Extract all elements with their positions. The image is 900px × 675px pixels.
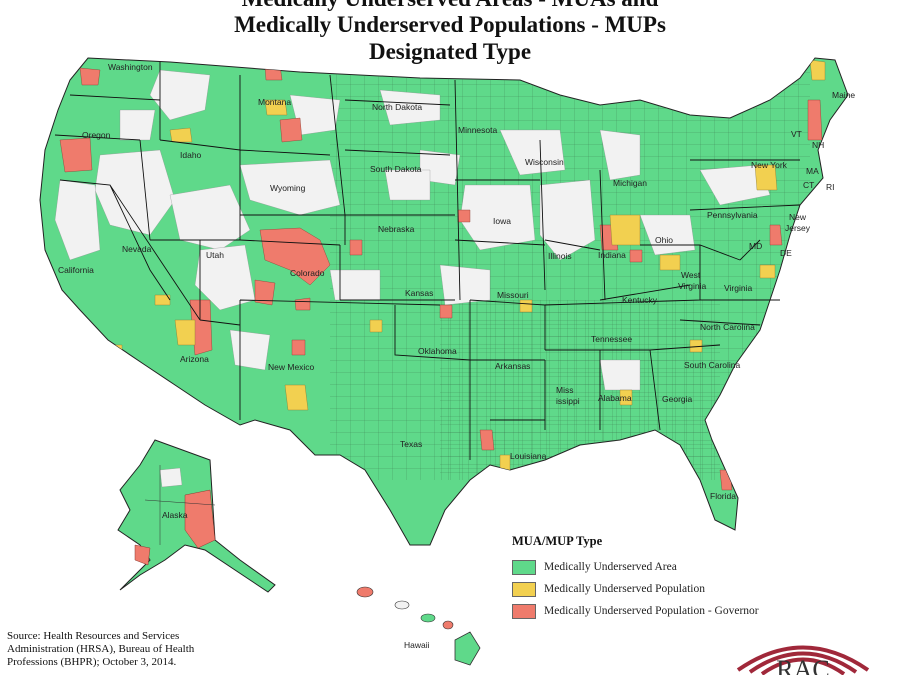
label-nevada: Nevada [122,244,152,254]
label-new-jersey-line-2: Jersey [785,223,811,233]
map-title-line-1: Medically Underserved Areas - MUAs and [0,0,900,12]
label-west-virginia-line-1: West [681,270,701,280]
label-tennessee: Tennessee [591,334,632,344]
label-texas: Texas [400,439,422,449]
label-new-york: New York [751,160,788,170]
label-georgia: Georgia [662,394,693,404]
legend-swatch-mup-governor [512,603,536,619]
rac-logo: RAC [736,645,870,675]
label-nebraska: Nebraska [378,224,415,234]
label-michigan: Michigan [613,178,647,188]
label-north-carolina: North Carolina [700,322,755,332]
logo-text: RAC [776,655,829,675]
label-indiana: Indiana [598,250,626,260]
label-new-hampshire: NH [812,140,824,150]
label-mississippi-line-2: issippi [556,396,580,406]
label-florida: Florida [710,491,736,501]
legend-item-mua: Medically Underserved Area [512,556,759,578]
population-designated-areas [107,59,826,471]
label-wyoming: Wyoming [270,183,306,193]
label-colorado: Colorado [290,268,325,278]
label-washington: Washington [108,62,153,72]
label-louisiana: Louisiana [510,451,547,461]
state-borders [54,62,801,460]
label-arkansas: Arkansas [495,361,530,371]
label-rhode-island: RI [826,182,835,192]
hawaii [356,586,481,666]
label-minnesota: Minnesota [458,125,497,135]
label-california: California [58,265,94,275]
label-connecticut: CT [803,180,814,190]
label-new-mexico: New Mexico [268,362,315,372]
label-montana: Montana [258,97,291,107]
label-wisconsin: Wisconsin [525,157,564,167]
legend-swatch-mup [512,581,536,597]
source-note: Source: Health Resources and Services Ad… [7,630,195,668]
label-oregon: Oregon [82,130,111,140]
label-utah: Utah [206,250,224,260]
label-maryland: MD [749,241,762,251]
label-south-carolina: South Carolina [684,360,741,370]
legend-label-mup: Medically Underserved Population [544,583,705,595]
label-arizona: Arizona [180,354,209,364]
label-delaware: DE [780,248,792,258]
alaska [117,439,276,593]
legend-title: MUA/MUP Type [512,534,603,548]
label-ohio: Ohio [655,235,673,245]
legend-label-mup-governor: Medically Underserved Population - Gover… [544,605,759,617]
label-missouri: Missouri [497,290,529,300]
label-vermont: VT [791,129,802,139]
label-south-dakota: South Dakota [370,164,422,174]
label-iowa: Iowa [493,216,511,226]
label-idaho: Idaho [180,150,202,160]
map-title-line-2: Medically Underserved Populations - MUPs [234,12,666,37]
legend-item-mup-governor: Medically Underserved Population - Gover… [512,600,759,622]
legend-item-mup: Medically Underserved Population [512,578,759,600]
label-alaska: Alaska [162,510,188,520]
legend-swatch-mua [512,559,536,575]
label-illinois: Illinois [548,251,572,261]
label-north-dakota: North Dakota [372,102,422,112]
non-designated-areas [54,69,771,391]
label-virginia: Virginia [724,283,752,293]
legend: MUA/MUP Type Medically Underserved Area … [512,534,759,622]
label-mississippi-line-1: Miss [556,385,573,395]
label-oklahoma: Oklahoma [418,346,457,356]
label-massachusetts: MA [806,166,819,176]
state-labels: Washington Oregon California Nevada Idah… [58,62,855,650]
label-hawaii: Hawaii [404,640,430,650]
label-kansas: Kansas [405,288,433,298]
label-kentucky: Kentucky [622,295,658,305]
label-new-jersey-line-1: New [789,212,807,222]
label-west-virginia-line-2: Virginia [678,281,706,291]
map-title-line-3: Designated Type [368,39,532,64]
legend-label-mua: Medically Underserved Area [544,561,677,573]
label-pennsylvania: Pennsylvania [707,210,758,220]
label-maine: Maine [832,90,855,100]
label-alabama: Alabama [598,393,632,403]
